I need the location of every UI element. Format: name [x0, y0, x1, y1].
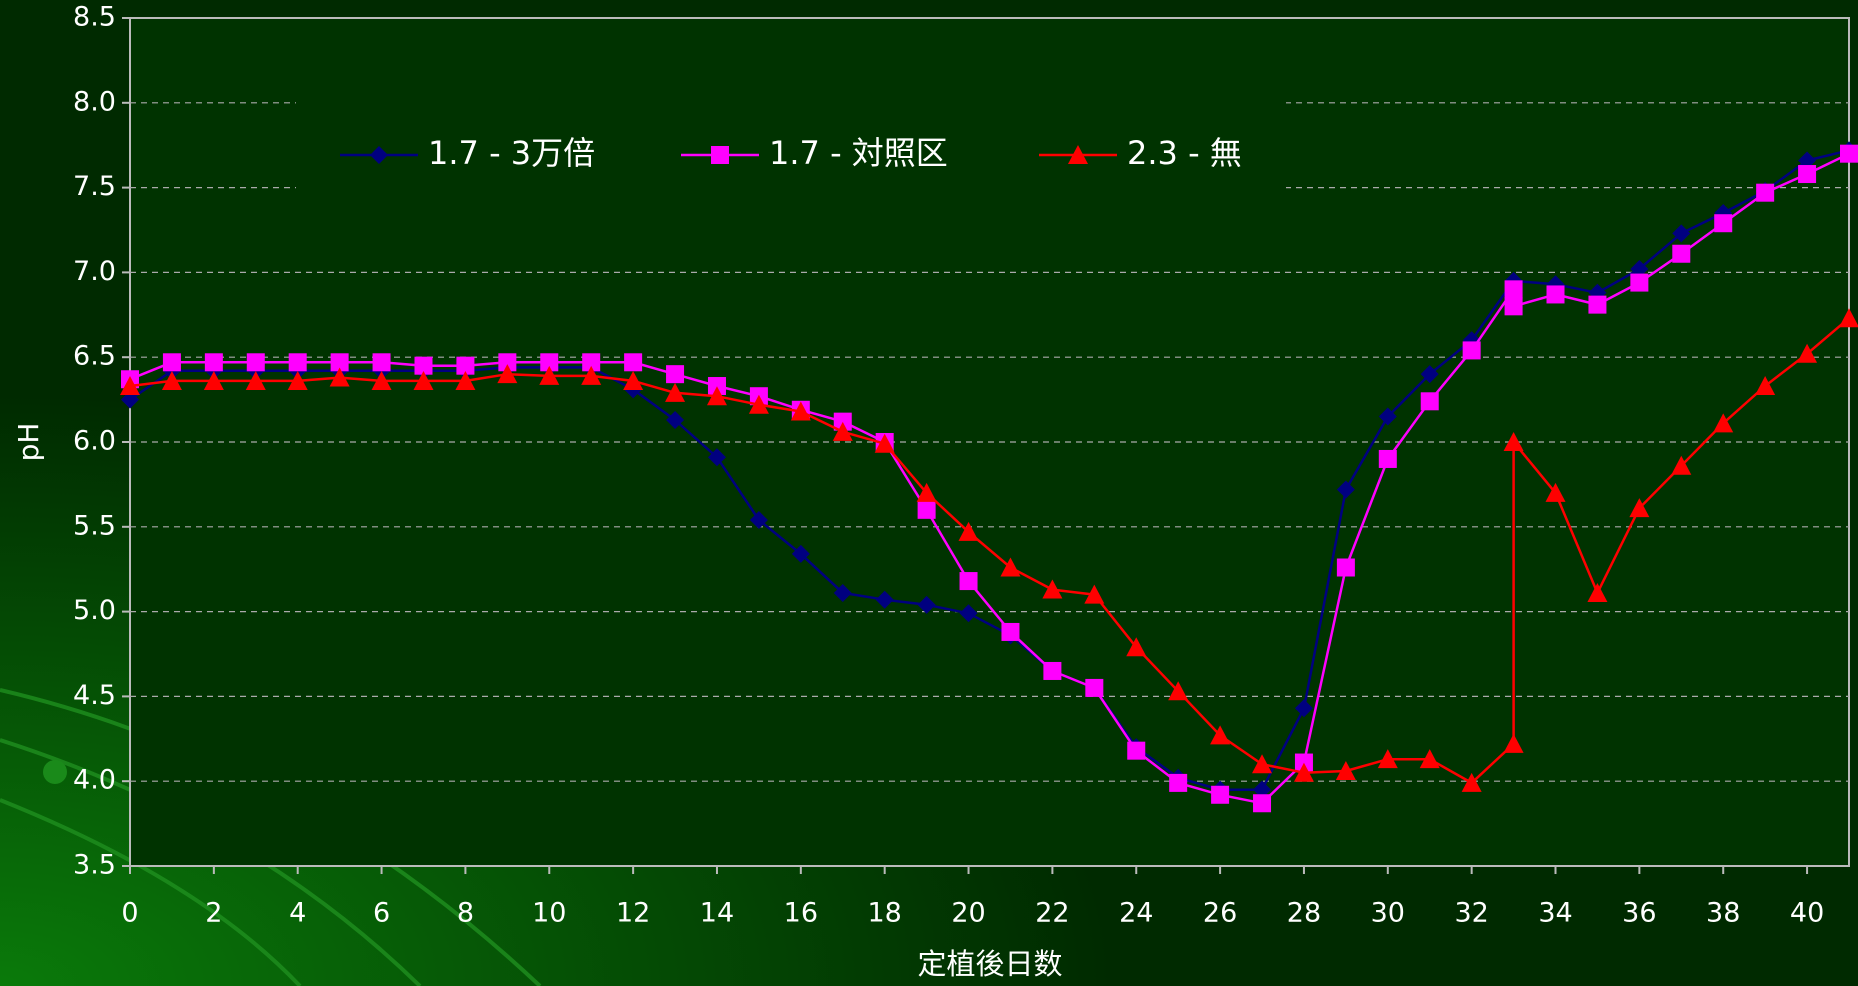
data-point [1840, 145, 1858, 163]
x-tick-label: 24 [1119, 898, 1153, 929]
y-tick-label: 5.5 [73, 510, 116, 541]
data-point [1253, 794, 1271, 812]
data-point [1463, 341, 1481, 359]
data-point [1756, 184, 1774, 202]
x-tick-label: 14 [700, 898, 734, 929]
x-tick-label: 16 [784, 898, 818, 929]
x-tick-label: 32 [1454, 898, 1488, 929]
x-tick-label: 8 [457, 898, 474, 929]
data-point [1043, 662, 1061, 680]
data-point [1085, 679, 1103, 697]
data-point [1714, 214, 1732, 232]
page: {"chart_data": {"type": "line", "x_label… [0, 0, 1858, 986]
chart: 定植後日数 pH 3.5 4.0 4.5 5.0 5.5 6.0 6.5 7.0 7.5 8.0 8… [0, 0, 1858, 986]
y-tick-label: 4.5 [73, 680, 116, 711]
data-point [1127, 742, 1145, 760]
x-tick-label: 38 [1706, 898, 1740, 929]
x-tick-label: 40 [1790, 898, 1824, 929]
y-tick-label: 7.0 [73, 256, 116, 287]
data-point [918, 501, 936, 519]
data-point [1001, 623, 1019, 641]
x-tick-label: 22 [1035, 898, 1069, 929]
data-point [1630, 274, 1648, 292]
data-point [666, 365, 684, 383]
y-tick-label: 8.5 [73, 2, 116, 33]
data-point [1588, 296, 1606, 314]
x-tick-label: 28 [1287, 898, 1321, 929]
data-point [1421, 392, 1439, 410]
x-tick-label: 18 [868, 898, 902, 929]
data-point [1169, 774, 1187, 792]
x-axis-title: 定植後日数 [917, 947, 1062, 981]
x-tick-label: 36 [1622, 898, 1656, 929]
x-tick-label: 2 [205, 898, 222, 929]
x-tick-label: 30 [1371, 898, 1405, 929]
legend-label: 2.3 - 無 [1127, 134, 1242, 172]
data-point [1798, 165, 1816, 183]
y-tick-label: 5.0 [73, 595, 116, 626]
y-tick-label: 7.5 [73, 171, 116, 202]
data-point [1505, 297, 1523, 315]
x-tick-label: 10 [532, 898, 566, 929]
data-point [624, 353, 642, 371]
data-point [373, 353, 391, 371]
legend-label: 1.7 - 3万倍 [428, 134, 595, 172]
legend-label: 1.7 - 対照区 [769, 134, 948, 172]
x-tick-label: 20 [951, 898, 985, 929]
data-point [1379, 450, 1397, 468]
data-point [289, 353, 307, 371]
x-tick-label: 12 [616, 898, 650, 929]
data-point [163, 353, 181, 371]
data-point [1337, 559, 1355, 577]
y-tick-label: 4.0 [73, 765, 116, 796]
y-tick-label: 6.5 [73, 341, 116, 372]
decoration [43, 760, 67, 784]
x-tick-label: 26 [1203, 898, 1237, 929]
y-tick-label: 6.0 [73, 426, 116, 457]
x-tick-label: 6 [373, 898, 390, 929]
y-tick-label: 3.5 [73, 850, 116, 881]
data-point [1505, 280, 1523, 298]
x-tick-label: 0 [121, 898, 138, 929]
y-axis-title: pH [12, 423, 45, 462]
data-point [1547, 285, 1565, 303]
data-point [1672, 245, 1690, 263]
data-point [205, 353, 223, 371]
data-point [960, 572, 978, 590]
x-tick-label: 4 [289, 898, 306, 929]
data-point [1211, 786, 1229, 804]
y-tick-label: 8.0 [73, 86, 116, 117]
x-tick-label: 34 [1538, 898, 1572, 929]
data-point [247, 353, 265, 371]
